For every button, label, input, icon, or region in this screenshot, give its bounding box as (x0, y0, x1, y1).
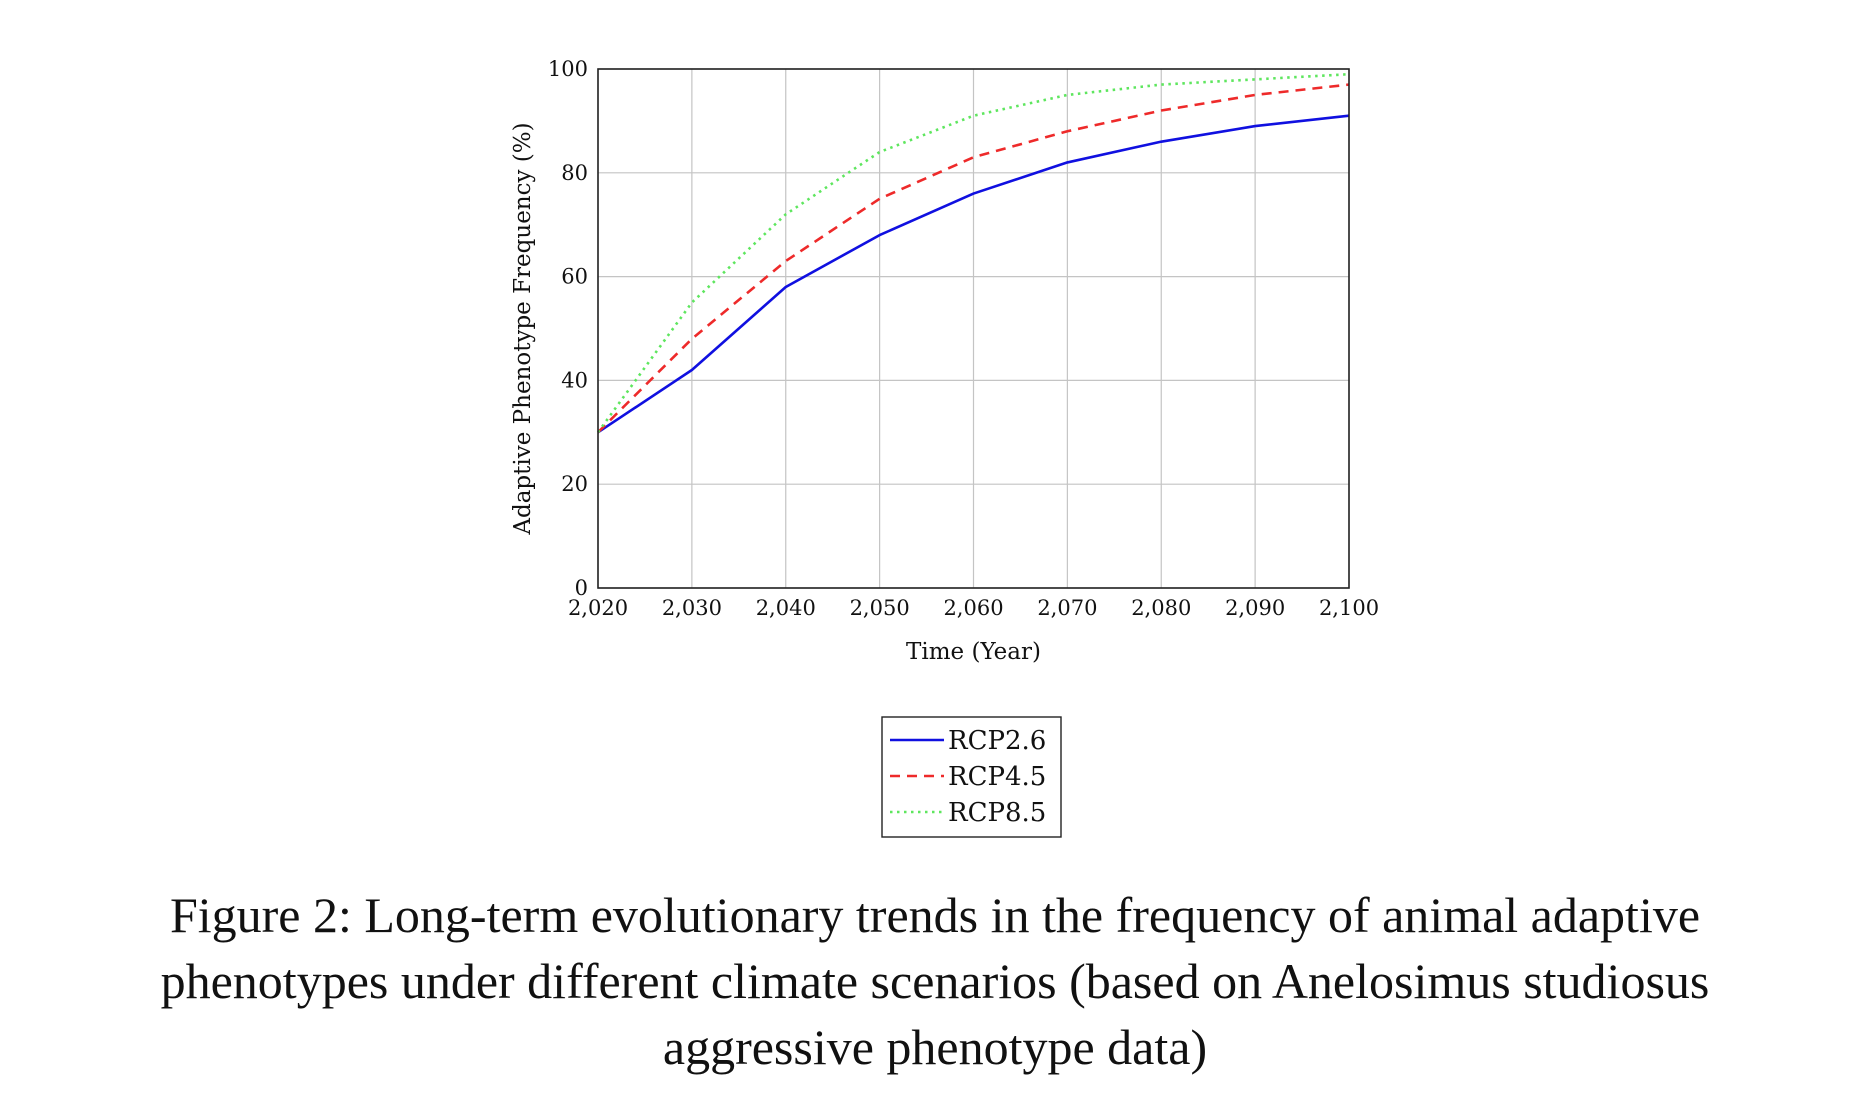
y-tick-label: 80 (561, 161, 588, 185)
y-axis-label: Adaptive Phenotype Frequency (%) (510, 122, 536, 535)
series-layer (596, 72, 1350, 434)
y-tick-label: 0 (575, 576, 588, 600)
y-tick-label: 100 (548, 57, 588, 81)
axis-ticks: 2,020 2,030 2,040 2,050 2,060 2,070 2,080 2,090… (548, 57, 1379, 620)
x-tick-label: 2,060 (943, 596, 1003, 620)
x-tick-label: 2,040 (756, 596, 816, 620)
x-tick-label: 2,090 (1225, 596, 1285, 620)
x-tick-label: 2,030 (662, 596, 722, 620)
grid-lines (597, 68, 1350, 589)
y-tick-label: 20 (561, 472, 588, 496)
figure-caption: Figure 2: Long-term evolutionary trends … (160, 887, 1710, 1075)
legend-label: RCP2.6 (948, 726, 1046, 756)
series-line-rcp8-5 (596, 72, 1350, 434)
legend-label: RCP4.5 (948, 762, 1046, 792)
x-tick-label: 2,080 (1131, 596, 1191, 620)
legend-label: RCP8.5 (948, 798, 1046, 828)
plot-frame (597, 68, 1350, 589)
x-tick-label: 2,020 (568, 596, 628, 620)
line-chart: 2,020 2,030 2,040 2,050 2,060 2,070 2,080 2,090… (510, 57, 1379, 838)
series-line-rcp4-5 (597, 83, 1350, 434)
x-tick-label: 2,050 (850, 596, 910, 620)
y-tick-label: 40 (561, 368, 588, 392)
series-line-rcp2-6 (597, 114, 1350, 434)
x-tick-label: 2,100 (1319, 596, 1379, 620)
x-tick-label: 2,070 (1037, 596, 1097, 620)
y-tick-label: 60 (561, 265, 588, 289)
x-axis-label: Time (Year) (906, 639, 1041, 665)
legend: RCP2.6 RCP4.5 RCP8.5 (881, 716, 1062, 838)
